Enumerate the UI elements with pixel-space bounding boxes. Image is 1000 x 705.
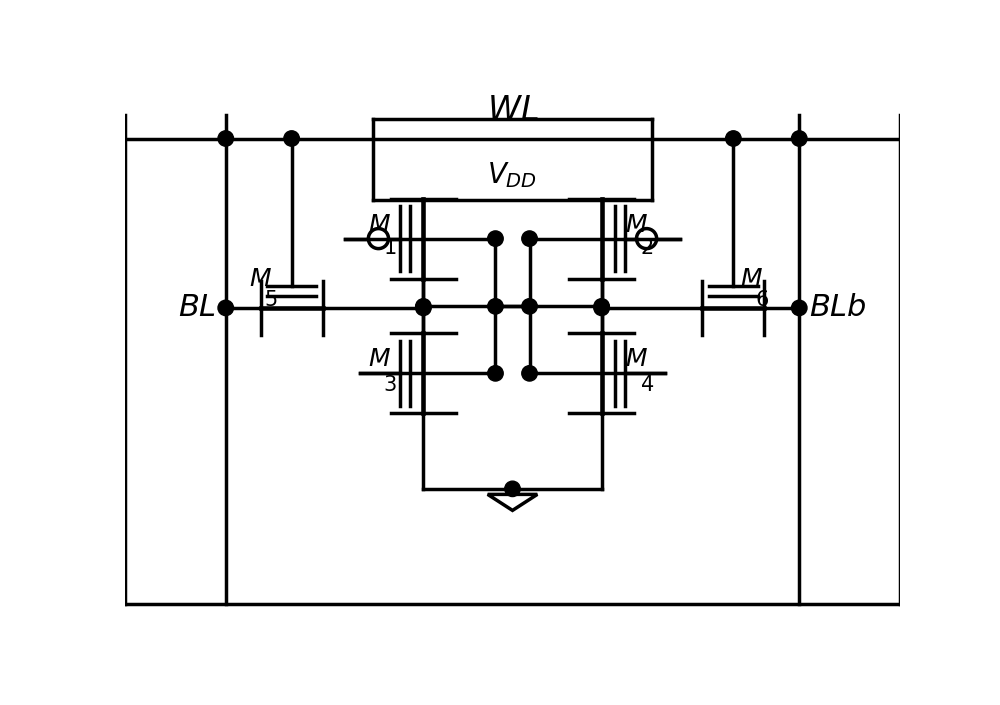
Text: $M$: $M$	[625, 348, 648, 372]
Circle shape	[726, 131, 741, 146]
Text: $M$: $M$	[368, 213, 390, 237]
Text: $2$: $2$	[640, 238, 654, 258]
Circle shape	[488, 366, 503, 381]
Text: $V_{DD}$: $V_{DD}$	[487, 160, 538, 190]
Text: $5$: $5$	[264, 290, 278, 310]
Circle shape	[594, 300, 609, 316]
Circle shape	[792, 300, 807, 316]
Text: $WL$: $WL$	[487, 94, 538, 127]
Text: $3$: $3$	[383, 375, 397, 395]
Text: $M$: $M$	[368, 348, 390, 372]
Circle shape	[218, 131, 234, 146]
Circle shape	[792, 131, 807, 146]
Text: $M$: $M$	[249, 266, 272, 290]
Text: $6$: $6$	[755, 290, 769, 310]
Circle shape	[488, 299, 503, 314]
Circle shape	[594, 299, 609, 314]
Circle shape	[488, 231, 503, 246]
Circle shape	[505, 481, 520, 496]
Circle shape	[218, 300, 234, 316]
Text: $BL$: $BL$	[178, 293, 216, 324]
Text: $4$: $4$	[640, 375, 654, 395]
Circle shape	[522, 366, 537, 381]
Circle shape	[522, 231, 537, 246]
Circle shape	[284, 131, 299, 146]
Text: $M$: $M$	[740, 266, 762, 290]
Text: $1$: $1$	[383, 238, 396, 258]
Circle shape	[522, 299, 537, 314]
Circle shape	[416, 299, 431, 314]
Text: $BLb$: $BLb$	[809, 293, 866, 324]
Circle shape	[416, 300, 431, 316]
Text: $M$: $M$	[625, 213, 648, 237]
